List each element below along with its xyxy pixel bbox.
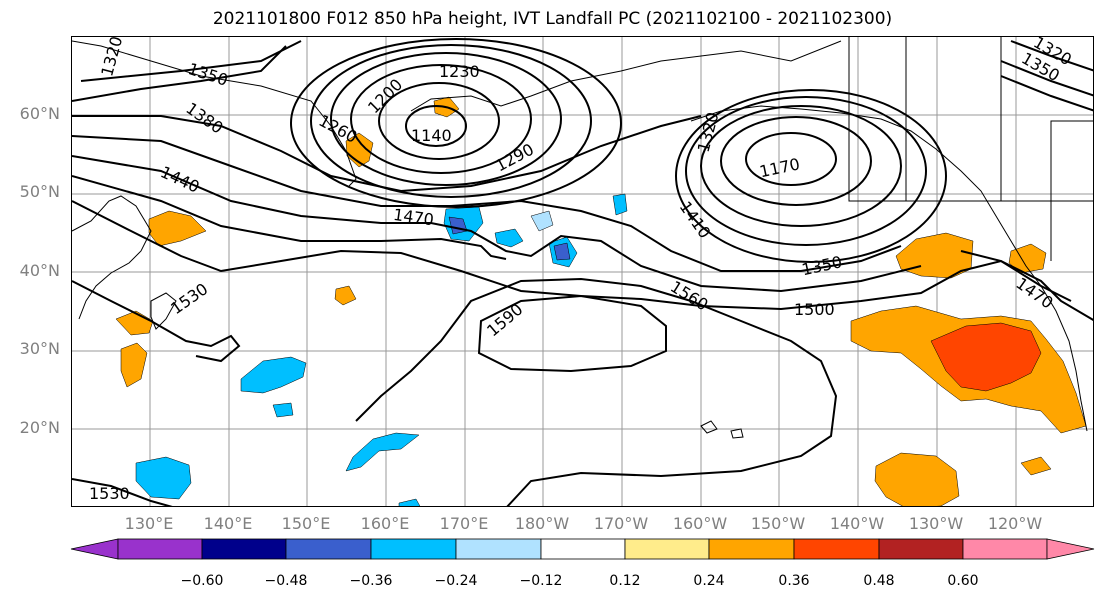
contour-1530-south xyxy=(72,478,173,506)
contour-label: 1530 xyxy=(89,484,130,503)
contour-1470-west xyxy=(72,175,507,260)
colorbar-segment xyxy=(624,538,710,560)
ivt-patch-positive xyxy=(1020,456,1052,476)
ivt-patch-positive xyxy=(334,285,357,306)
colorbar-tick: 0.12 xyxy=(609,573,641,589)
ivt-patch-negative xyxy=(345,432,420,472)
contour-1560 xyxy=(355,277,838,506)
ivt-patch-weakneg xyxy=(530,210,554,232)
ivt-patch-strongneg xyxy=(553,242,571,261)
map-panel: 1320 1350 1380 1440 1200 1230 1260 1140 … xyxy=(71,36,1094,507)
contour-label: 1500 xyxy=(794,300,835,319)
colorbar-tick: −0.12 xyxy=(519,573,563,589)
height-contours xyxy=(72,38,1093,506)
colorbar-segment xyxy=(370,538,457,560)
lon-label-160e: 160°E xyxy=(360,514,410,533)
contour-1470-east xyxy=(960,250,1072,302)
lon-label-180w: 180°W xyxy=(514,514,570,533)
lat-label-30n: 30°N xyxy=(19,339,60,358)
contour-ne3 xyxy=(1000,75,1093,112)
contour-1230-west xyxy=(330,52,562,186)
colorbar-tick: 0.24 xyxy=(693,573,725,589)
lon-label-140w: 140°W xyxy=(829,514,885,533)
contour-1260-east xyxy=(685,96,927,246)
colorbar-segment xyxy=(285,538,372,560)
colorbar-segment xyxy=(201,538,287,560)
colorbar-tick: −0.60 xyxy=(180,573,224,589)
ivt-patch-strong xyxy=(930,322,1042,392)
ivt-patch-negative xyxy=(612,193,628,216)
figure-title: 2021101800 F012 850 hPa height, IVT Land… xyxy=(212,9,893,29)
ivt-patch-positive xyxy=(148,210,207,247)
lon-label-120w: 120°W xyxy=(987,514,1043,533)
lat-label-20n: 20°N xyxy=(19,418,60,437)
ivt-shading xyxy=(115,96,1087,506)
colorbar-segment xyxy=(117,538,203,560)
contour-label: 1140 xyxy=(411,126,452,145)
colorbar-segment xyxy=(708,538,795,560)
contour-1290-east xyxy=(675,89,947,263)
lon-label-130w: 130°W xyxy=(908,514,964,533)
colorbar-tick: 0.36 xyxy=(778,573,810,589)
contour-1500 xyxy=(72,200,1093,321)
colorbar-segment xyxy=(455,538,542,560)
colorbar-min-extension xyxy=(70,538,119,560)
contour-1290-west xyxy=(290,38,622,208)
lon-label-160w: 160°W xyxy=(672,514,728,533)
colorbar-segment xyxy=(793,538,880,560)
contour-1260-west xyxy=(310,44,592,198)
colorbar-segment xyxy=(540,538,626,560)
colorbar-tick: 0.48 xyxy=(863,573,895,589)
lon-label-170e: 170°E xyxy=(439,514,489,533)
ivt-patch-negative xyxy=(398,498,421,506)
ivt-patch-negative xyxy=(135,456,192,500)
colorbar-tick: −0.48 xyxy=(264,573,308,589)
colorbar-segment xyxy=(878,538,964,560)
contour-1170-west xyxy=(378,82,500,160)
ivt-patch-negative xyxy=(494,228,524,248)
lon-label-170w: 170°W xyxy=(593,514,649,533)
lon-label-150w: 150°W xyxy=(750,514,806,533)
lat-label-50n: 50°N xyxy=(19,182,60,201)
contour-1140 xyxy=(405,105,467,147)
lon-label-130e: 130°E xyxy=(124,514,174,533)
colorbar-tick: 0.60 xyxy=(947,573,979,589)
lon-label-140e: 140°E xyxy=(203,514,253,533)
contour-1170-east xyxy=(745,132,837,186)
map-svg: 1320 1350 1380 1440 1200 1230 1260 1140 … xyxy=(72,37,1093,506)
contour-1590 xyxy=(477,294,667,373)
ivt-patch-negative xyxy=(240,356,307,394)
contour-ne xyxy=(1010,40,1093,72)
lon-label-150e: 150°E xyxy=(281,514,331,533)
colorbar-tick: −0.36 xyxy=(349,573,393,589)
lat-label-60n: 60°N xyxy=(19,104,60,123)
ivt-patch-positive xyxy=(120,342,148,388)
contour-1530-north xyxy=(72,280,241,363)
colorbar-tick: −0.24 xyxy=(434,573,478,589)
contour-1200-west xyxy=(350,64,532,174)
contour-1200-east xyxy=(720,116,872,206)
contour-1440 xyxy=(72,155,922,293)
contour-1230-east xyxy=(700,105,902,227)
ivt-patch-positive xyxy=(874,452,960,506)
ivt-patch-negative xyxy=(272,402,294,418)
lat-label-40n: 40°N xyxy=(19,261,60,280)
coastlines xyxy=(72,37,1093,439)
contour-1410 xyxy=(72,135,902,272)
contour-ne2 xyxy=(1000,60,1093,97)
colorbar-max-extension xyxy=(1046,538,1095,560)
contour-label: 1230 xyxy=(439,62,480,81)
contour-1380 xyxy=(72,115,702,193)
contour-1350-west xyxy=(72,45,287,102)
colorbar-segment xyxy=(962,538,1048,560)
ivt-patch-positive xyxy=(1008,243,1047,274)
